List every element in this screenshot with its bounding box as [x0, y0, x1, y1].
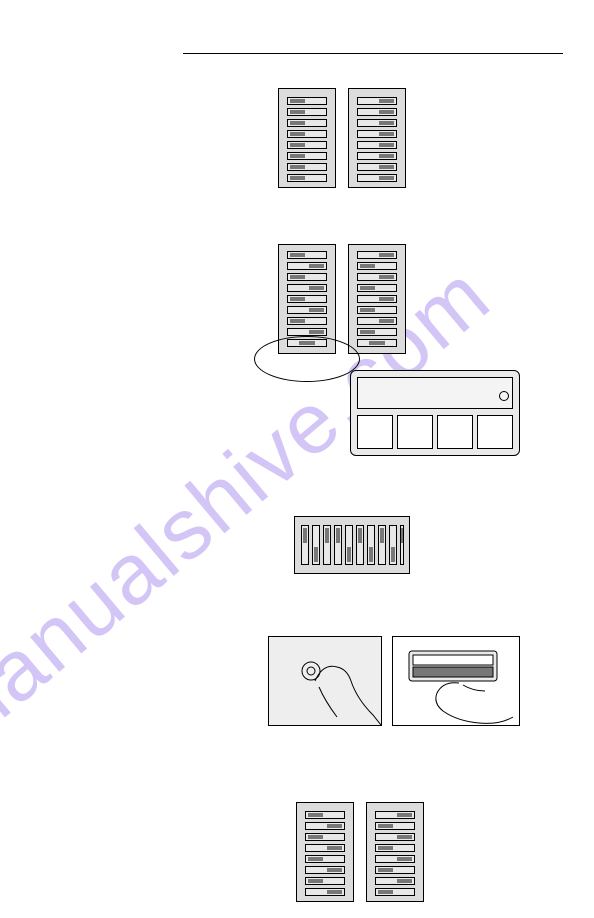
remote-button-1	[357, 415, 393, 449]
dip-block-1-left	[278, 88, 336, 188]
callout-ellipse	[254, 336, 360, 382]
remote-button-3	[437, 415, 473, 449]
dip-block-3-horizontal	[294, 516, 410, 574]
dip-block-5-left	[296, 802, 354, 902]
dip-block-1-right	[348, 88, 406, 188]
header-rule	[183, 53, 563, 54]
remote-button-2	[397, 415, 433, 449]
remote-button-4	[477, 415, 513, 449]
remote-control	[350, 370, 520, 456]
remote-led	[499, 391, 509, 401]
dip-block-2-right	[348, 244, 406, 354]
dip-block-5-right	[366, 802, 424, 902]
illustration-press-wall-button	[268, 636, 382, 726]
illustration-hold-remote	[392, 636, 520, 726]
remote-display	[357, 377, 513, 409]
